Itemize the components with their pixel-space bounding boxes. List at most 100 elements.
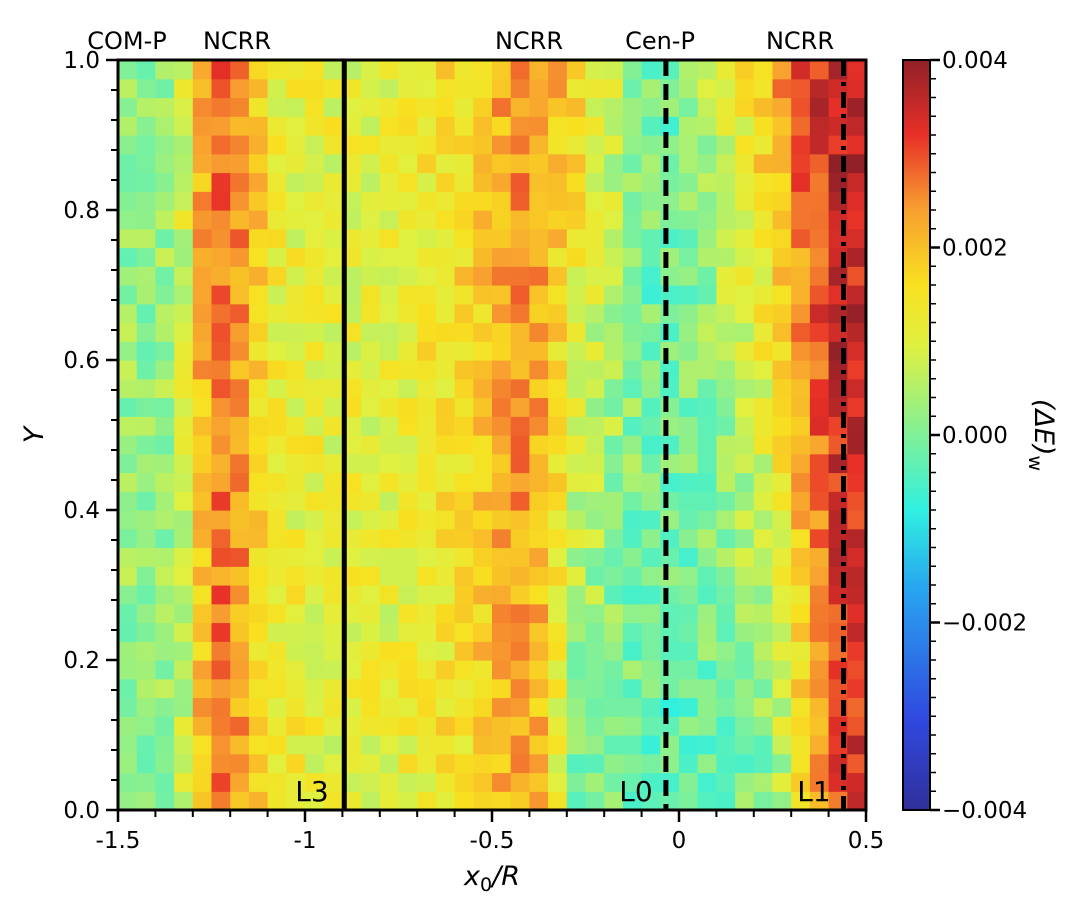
heatmap-cell [529, 697, 549, 717]
heatmap-cell [791, 397, 811, 417]
heatmap-cell [716, 547, 736, 567]
heatmap-cell [791, 528, 811, 549]
heatmap-cell [323, 285, 343, 305]
heatmap-cell [566, 697, 587, 717]
heatmap-cell [641, 772, 661, 792]
heatmap-cell [791, 341, 811, 361]
heatmap-cell [585, 585, 605, 605]
heatmap-cell [267, 791, 287, 811]
heatmap-cell [510, 210, 530, 230]
heatmap-cell [192, 528, 213, 549]
y-tick-label: 1.0 [63, 48, 100, 74]
heatmap-cell [286, 435, 306, 455]
heatmap-cell [286, 153, 306, 174]
heatmap-cell [679, 472, 699, 492]
heatmap-cell [267, 603, 287, 624]
heatmap-cell [155, 303, 175, 324]
heatmap-cell [753, 191, 774, 211]
heatmap-cell [398, 266, 418, 286]
heatmap-cell [735, 322, 755, 342]
heatmap-cell [267, 191, 287, 211]
heatmap-cell [286, 172, 306, 192]
heatmap-cell [548, 322, 568, 342]
heatmap-cell [454, 97, 474, 117]
heatmap-cell [641, 191, 661, 211]
heatmap-cell [641, 416, 661, 436]
heatmap-cell [267, 135, 287, 155]
heatmap-cell [323, 153, 343, 174]
heatmap-cell [361, 585, 381, 605]
heatmap-cell [286, 78, 306, 99]
heatmap-cell [435, 210, 456, 230]
heatmap-cell [566, 753, 587, 774]
heatmap-cell [417, 341, 437, 361]
heatmap-cell [398, 97, 418, 117]
heatmap-cell [679, 360, 699, 380]
heatmap-cell [809, 491, 830, 511]
heatmap-cell [230, 472, 250, 492]
heatmap-cell [305, 378, 325, 399]
heatmap-cell [753, 791, 774, 811]
heatmap-cell [230, 547, 250, 567]
heatmap-cell [118, 78, 138, 99]
heatmap-cell [492, 472, 512, 492]
heatmap-cell [118, 472, 138, 492]
heatmap-cell [174, 78, 194, 99]
heatmap-cell [716, 603, 736, 624]
heatmap-cell [136, 285, 156, 305]
heatmap-cell [473, 472, 493, 492]
heatmap-cell [510, 247, 530, 267]
heatmap-cell [248, 697, 269, 717]
heatmap-cell [697, 435, 717, 455]
heatmap-cell [753, 566, 774, 586]
heatmap-cell [305, 660, 325, 680]
heatmap-cell [342, 735, 362, 755]
heatmap-cell [361, 678, 381, 699]
heatmap-cell [379, 585, 400, 605]
heatmap-cell [473, 735, 493, 755]
heatmap-cell [248, 378, 269, 399]
heatmap-cell [286, 378, 306, 399]
heatmap-cell [323, 397, 343, 417]
heatmap-cell [510, 585, 530, 605]
heatmap-cell [566, 547, 587, 567]
heatmap-cell [192, 135, 213, 155]
heatmap-cell [492, 210, 512, 230]
heatmap-cell [847, 435, 867, 455]
heatmap-cell [604, 397, 624, 417]
heatmap-cell [248, 566, 269, 586]
heatmap-cell [342, 191, 362, 211]
heatmap-cell [492, 697, 512, 717]
heatmap-cell [192, 416, 213, 436]
heatmap-cell [622, 678, 643, 699]
heatmap-cell [622, 266, 643, 286]
heatmap-cell [529, 435, 549, 455]
heatmap-cell [286, 735, 306, 755]
heatmap-cell [454, 735, 474, 755]
x-tick-label: -1.5 [96, 828, 141, 854]
heatmap-cell [772, 191, 792, 211]
heatmap-cell [323, 678, 343, 699]
heatmap-cell [716, 697, 736, 717]
heatmap-cell [473, 566, 493, 586]
heatmap-cell [585, 622, 605, 642]
heatmap-cell [548, 510, 568, 530]
heatmap-cell [679, 135, 699, 155]
heatmap-cell [267, 641, 287, 661]
heatmap-cell [697, 322, 717, 342]
heatmap-cell [679, 416, 699, 436]
heatmap-cell [174, 266, 194, 286]
heatmap-cell [679, 547, 699, 567]
heatmap-cell [660, 603, 680, 624]
heatmap-cell [286, 491, 306, 511]
heatmap-cell [791, 735, 811, 755]
heatmap-cell [585, 753, 605, 774]
heatmap-cell [435, 322, 456, 342]
heatmap-cell [492, 266, 512, 286]
heatmap-cell [585, 528, 605, 549]
heatmap-cell [622, 416, 643, 436]
heatmap-cell [174, 753, 194, 774]
heatmap-cell [716, 416, 736, 436]
heatmap-cell [548, 453, 568, 474]
heatmap-cell [435, 791, 456, 811]
